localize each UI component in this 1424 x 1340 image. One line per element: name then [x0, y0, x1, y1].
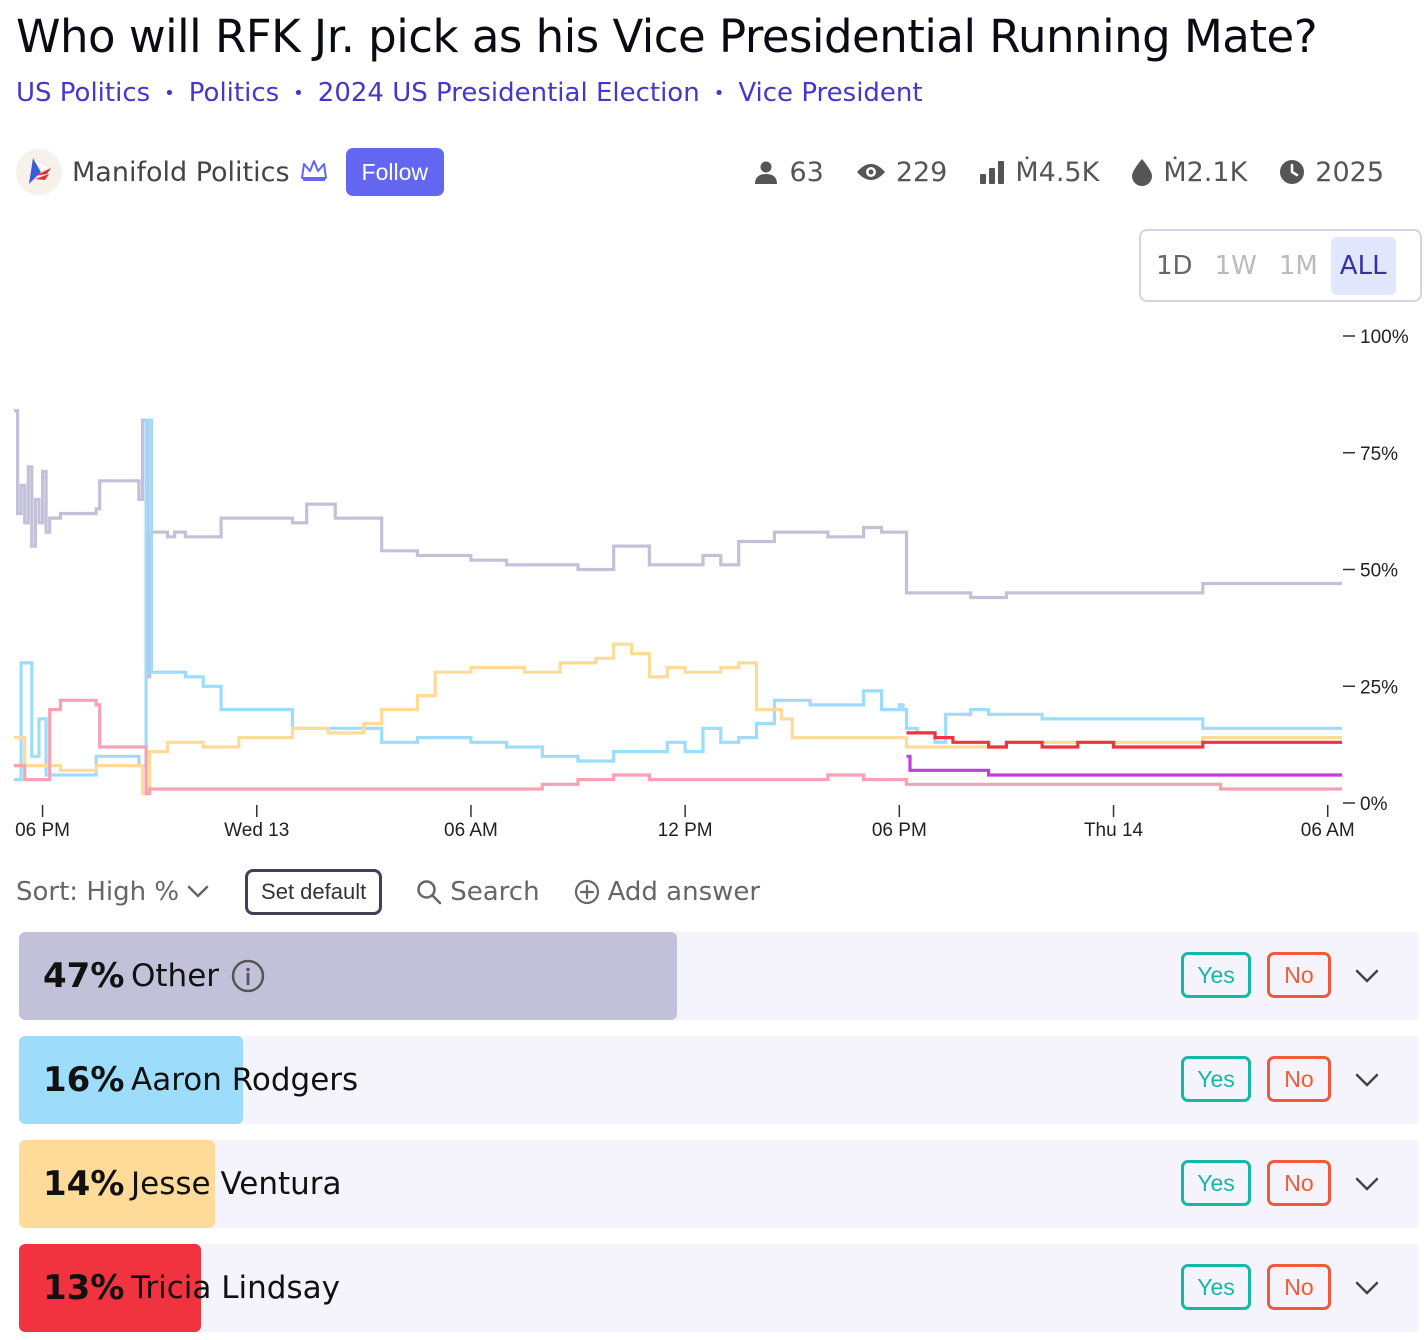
series-line-unlabeled-5[interactable] — [14, 698, 1342, 796]
search-button[interactable]: Search — [416, 877, 540, 907]
chevron-down-icon[interactable] — [1353, 1170, 1381, 1198]
x-tick-label: 12 PM — [658, 820, 713, 841]
breadcrumb-us-politics[interactable]: US Politics — [16, 78, 151, 108]
range-1w-button[interactable]: 1W — [1214, 250, 1257, 281]
volume-amount: Ṁ4.5K — [1015, 156, 1100, 188]
answer-probability-bar — [19, 1036, 243, 1124]
crown-icon — [300, 158, 328, 186]
breadcrumb-vice-president[interactable]: Vice President — [738, 78, 923, 108]
series-line-aaron-rodgers[interactable] — [14, 418, 1342, 782]
breadcrumb-2024-election[interactable]: 2024 US Presidential Election — [317, 78, 700, 108]
chevron-down-icon[interactable] — [1353, 1274, 1381, 1302]
add-answer-label: Add answer — [607, 877, 761, 907]
volume-stat[interactable]: Ṁ4.5K — [979, 157, 1099, 188]
answer-row-other[interactable]: 47% Other Yes No — [19, 932, 1419, 1020]
liquidity-stat[interactable]: Ṁ2.1K — [1131, 157, 1247, 188]
views-stat[interactable]: 229 — [856, 156, 948, 188]
chevron-down-icon[interactable] — [1353, 962, 1381, 990]
range-1d-button[interactable]: 1D — [1156, 250, 1193, 281]
y-tick-label: 0% — [1360, 794, 1388, 815]
series-line-unlabeled-4[interactable] — [906, 754, 1343, 777]
answer-probability-bar — [19, 1140, 215, 1228]
creator-row: Manifold Politics Follow — [16, 148, 445, 196]
answer-row-aaron-rodgers[interactable]: 16% Aaron Rodgers Yes No — [19, 1036, 1419, 1124]
no-button[interactable]: No — [1267, 1264, 1331, 1310]
manifold-politics-logo-icon — [29, 157, 52, 184]
breadcrumb-separator: • — [164, 82, 175, 104]
x-tick-label: 06 AM — [444, 820, 498, 841]
series-line-other[interactable] — [14, 409, 1342, 679]
answer-percent: 47% — [43, 956, 125, 996]
series-line-tricia-lindsay[interactable] — [906, 731, 1343, 749]
liquidity-amount: Ṁ2.1K — [1163, 156, 1248, 188]
x-tick-label: 06 AM — [1301, 820, 1355, 841]
close-year: 2025 — [1315, 156, 1384, 188]
yes-button[interactable]: Yes — [1181, 952, 1251, 998]
answer-name: Other — [131, 932, 265, 1020]
eye-icon — [856, 164, 885, 180]
set-default-button[interactable]: Set default — [245, 869, 383, 915]
yes-button[interactable]: Yes — [1181, 1264, 1251, 1310]
yes-button[interactable]: Yes — [1181, 1160, 1251, 1206]
y-tick-label: 50% — [1360, 561, 1398, 582]
x-tick-label: 06 PM — [15, 820, 70, 841]
time-range-selector: 1D 1W 1M ALL — [1139, 229, 1422, 302]
breadcrumb-politics[interactable]: Politics — [188, 78, 280, 108]
traders-stat[interactable]: 63 — [753, 156, 824, 188]
answer-row-tricia-lindsay[interactable]: 13% Tricia Lindsay Yes No — [19, 1244, 1419, 1332]
answer-percent: 13% — [43, 1268, 125, 1308]
answer-row-jesse-ventura[interactable]: 14% Jesse Ventura Yes No — [19, 1140, 1419, 1228]
droplet-icon — [1132, 159, 1153, 186]
no-button[interactable]: No — [1267, 1056, 1331, 1102]
yes-button[interactable]: Yes — [1181, 1056, 1251, 1102]
x-tick-label: Wed 13 — [224, 820, 289, 841]
chevron-down-icon — [187, 885, 209, 898]
close-date-stat[interactable]: 2025 — [1279, 157, 1384, 188]
user-icon — [755, 161, 778, 184]
answer-percent: 16% — [43, 1060, 125, 1100]
breadcrumb-separator: • — [713, 82, 725, 104]
answer-name: Aaron Rodgers — [131, 1062, 359, 1098]
bar-chart-icon — [980, 161, 1005, 184]
creator-name[interactable]: Manifold Politics — [72, 156, 290, 188]
follow-button[interactable]: Follow — [345, 148, 445, 196]
views-count: 229 — [895, 156, 948, 188]
breadcrumb: US Politics • Politics • 2024 US Preside… — [16, 78, 923, 108]
probability-chart[interactable]: 100% 75% 50% 25% 0% 06 PM Wed 13 06 AM 12 PM 06 P… — [0, 320, 1424, 850]
x-tick-label: 06 PM — [872, 820, 927, 841]
answer-name: Jesse Ventura — [131, 1166, 342, 1202]
answers-toolbar: Sort: High % Set default Search Add answ… — [16, 868, 794, 916]
add-answer-button[interactable]: Add answer — [574, 877, 761, 907]
breadcrumb-separator: • — [293, 82, 304, 104]
x-tick-label: Thu 14 — [1084, 820, 1144, 841]
answer-name-text: Other — [131, 958, 220, 994]
search-icon — [417, 880, 442, 905]
no-button[interactable]: No — [1267, 952, 1331, 998]
market-stats: 63 229 Ṁ4.5K Ṁ2.1K 2025 — [721, 152, 1384, 192]
plus-circle-icon — [574, 879, 599, 905]
range-1m-button[interactable]: 1M — [1278, 250, 1318, 281]
chevron-down-icon[interactable] — [1353, 1066, 1381, 1094]
no-button[interactable]: No — [1267, 1160, 1331, 1206]
info-icon[interactable] — [231, 959, 265, 993]
clock-icon — [1280, 160, 1305, 184]
answer-name: Tricia Lindsay — [131, 1270, 340, 1306]
answer-percent: 14% — [43, 1164, 125, 1204]
range-all-button[interactable]: ALL — [1330, 236, 1396, 295]
series-line-jesse-ventura[interactable] — [14, 642, 1342, 796]
answer-probability-bar — [19, 1244, 201, 1332]
sort-dropdown[interactable]: Sort: High % — [16, 877, 209, 907]
sort-label: Sort: High % — [16, 877, 180, 907]
traders-count: 63 — [789, 156, 824, 188]
page-title: Who will RFK Jr. pick as his Vice Presid… — [16, 10, 1318, 63]
search-label: Search — [450, 877, 540, 907]
y-tick-label: 25% — [1360, 677, 1398, 698]
avatar[interactable] — [16, 149, 62, 195]
y-tick-label: 75% — [1360, 444, 1398, 465]
answer-probability-bar — [19, 932, 677, 1020]
y-tick-label: 100% — [1360, 327, 1409, 348]
